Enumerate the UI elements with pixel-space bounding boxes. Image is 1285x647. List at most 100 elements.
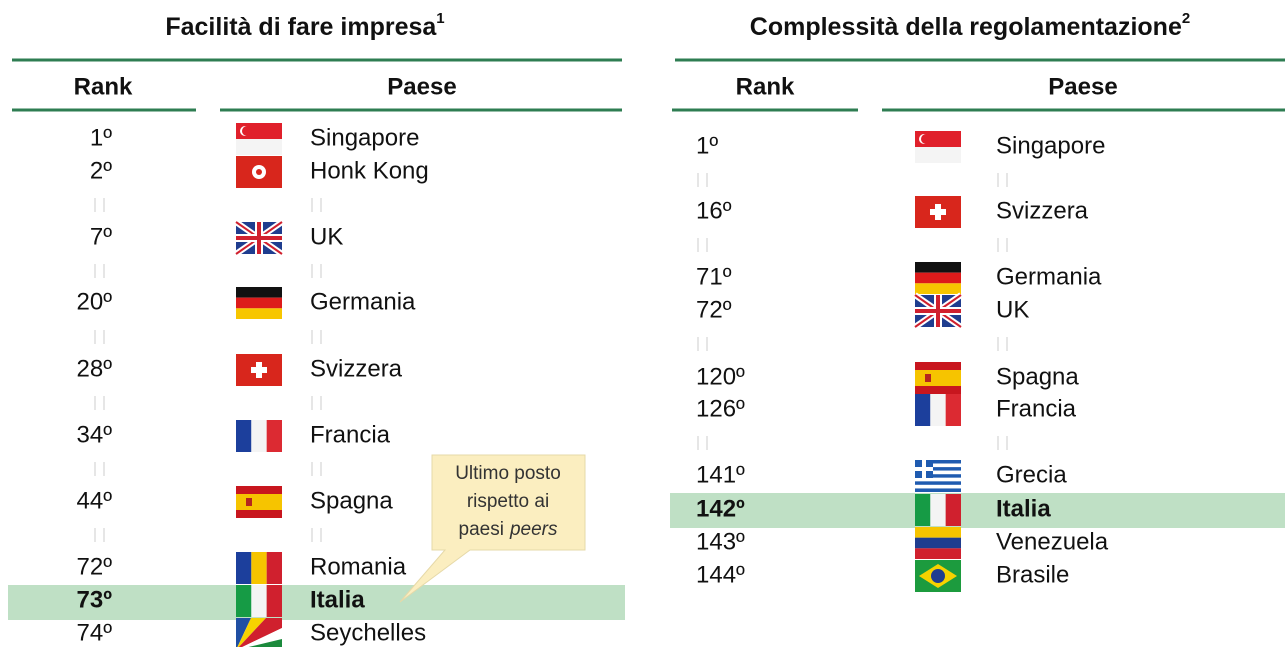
- footnote: 1: [436, 10, 444, 27]
- rank: 1º: [696, 132, 718, 159]
- country: Grecia: [996, 461, 1067, 488]
- country: Venezuela: [996, 528, 1109, 555]
- rank: 73º: [77, 586, 113, 613]
- flag: [236, 420, 282, 452]
- rank: 20º: [77, 288, 113, 315]
- flag-part: [915, 484, 961, 489]
- highlight-row: [670, 493, 1285, 528]
- footnote: 2: [1182, 10, 1190, 27]
- callout: Ultimo posto rispetto ai paesi peers: [399, 454, 586, 603]
- flag-part: [256, 169, 262, 175]
- flag-part: [945, 394, 961, 426]
- flag-part: [266, 552, 282, 584]
- header: Paese: [387, 73, 456, 100]
- flag-part: [915, 470, 961, 475]
- flag-part: [915, 548, 961, 559]
- country: Svizzera: [996, 197, 1089, 224]
- country: Singapore: [996, 132, 1105, 159]
- flag-part: [915, 481, 961, 485]
- flag: [915, 394, 961, 426]
- flag: [915, 196, 961, 228]
- flag: [915, 560, 961, 592]
- country: Singapore: [310, 124, 419, 151]
- flag: [915, 494, 961, 526]
- rank: 142º: [696, 495, 745, 522]
- flag: [915, 131, 961, 163]
- rank: 144º: [696, 561, 745, 588]
- flag-part: [915, 262, 961, 273]
- country: Spagna: [996, 363, 1079, 390]
- highlight-row: [8, 585, 625, 620]
- rank: 34º: [77, 421, 113, 448]
- flag-part: [930, 209, 946, 215]
- flag-part: [266, 420, 282, 452]
- flag: [236, 354, 282, 386]
- country: Italia: [996, 495, 1051, 522]
- callout-text: paesi peers: [459, 519, 558, 540]
- rank: 120º: [696, 363, 745, 390]
- flag-part: [236, 236, 282, 240]
- flag-part: [266, 585, 282, 617]
- flag-part: [945, 494, 961, 526]
- flag-part: [915, 463, 961, 468]
- flag-part: [915, 477, 961, 482]
- flag-part: [236, 308, 282, 319]
- flag: [236, 585, 282, 617]
- flag-part: [921, 134, 931, 144]
- rules: [12, 58, 1285, 112]
- highlights: [8, 493, 1285, 620]
- flag-part: [237, 618, 266, 647]
- header: Rank: [736, 73, 795, 100]
- rank: 71º: [696, 263, 732, 290]
- rows: 1º Singapore 2º Honk Kong 7º UK 20º Germania 28º…: [77, 123, 1109, 647]
- flag-part: [236, 287, 282, 298]
- country: Honk Kong: [310, 157, 429, 184]
- rank: 141º: [696, 461, 745, 488]
- flag: [236, 287, 282, 319]
- flag-part: [915, 272, 961, 284]
- flag-part: [236, 420, 252, 452]
- rank: 1º: [90, 124, 112, 151]
- rank: 44º: [77, 487, 113, 514]
- flag: [236, 618, 282, 647]
- country: Germania: [310, 288, 416, 315]
- callout-bubble: [399, 454, 586, 603]
- flag-part: [915, 460, 961, 464]
- flag-part: [236, 618, 251, 647]
- title: Complessità della regolamentazione2: [750, 10, 1190, 41]
- flag-part: [915, 370, 961, 386]
- rank: 7º: [90, 223, 112, 250]
- flag-part: [236, 494, 282, 510]
- flag: [236, 486, 282, 518]
- flag-part: [251, 585, 267, 617]
- country: Spagna: [310, 487, 393, 514]
- country: Seychelles: [310, 619, 426, 646]
- flag-part: [236, 552, 252, 584]
- flag-part: [251, 367, 267, 373]
- flag: [915, 460, 961, 492]
- flag-part: [930, 494, 946, 526]
- country: UK: [310, 223, 343, 250]
- country: Italia: [310, 586, 365, 613]
- flag-part: [915, 474, 961, 478]
- callout-text: rispetto ai: [467, 491, 549, 512]
- rank: 143º: [696, 528, 745, 555]
- rank: 126º: [696, 395, 745, 422]
- flag-part: [931, 569, 945, 583]
- flag-part: [915, 283, 961, 294]
- flag-part: [251, 420, 267, 452]
- rank: 74º: [77, 619, 113, 646]
- flag-part: [915, 467, 933, 471]
- flag: [915, 362, 961, 394]
- flag-part: [915, 467, 961, 471]
- country: Romania: [310, 553, 407, 580]
- callout-text: paesi: [459, 519, 504, 540]
- flag-part: [915, 147, 961, 163]
- flag: [236, 123, 282, 155]
- rank: 72º: [77, 553, 113, 580]
- rank: 28º: [77, 355, 113, 382]
- flag-part: [915, 488, 961, 492]
- rank: 16º: [696, 197, 732, 224]
- flag: [913, 292, 963, 330]
